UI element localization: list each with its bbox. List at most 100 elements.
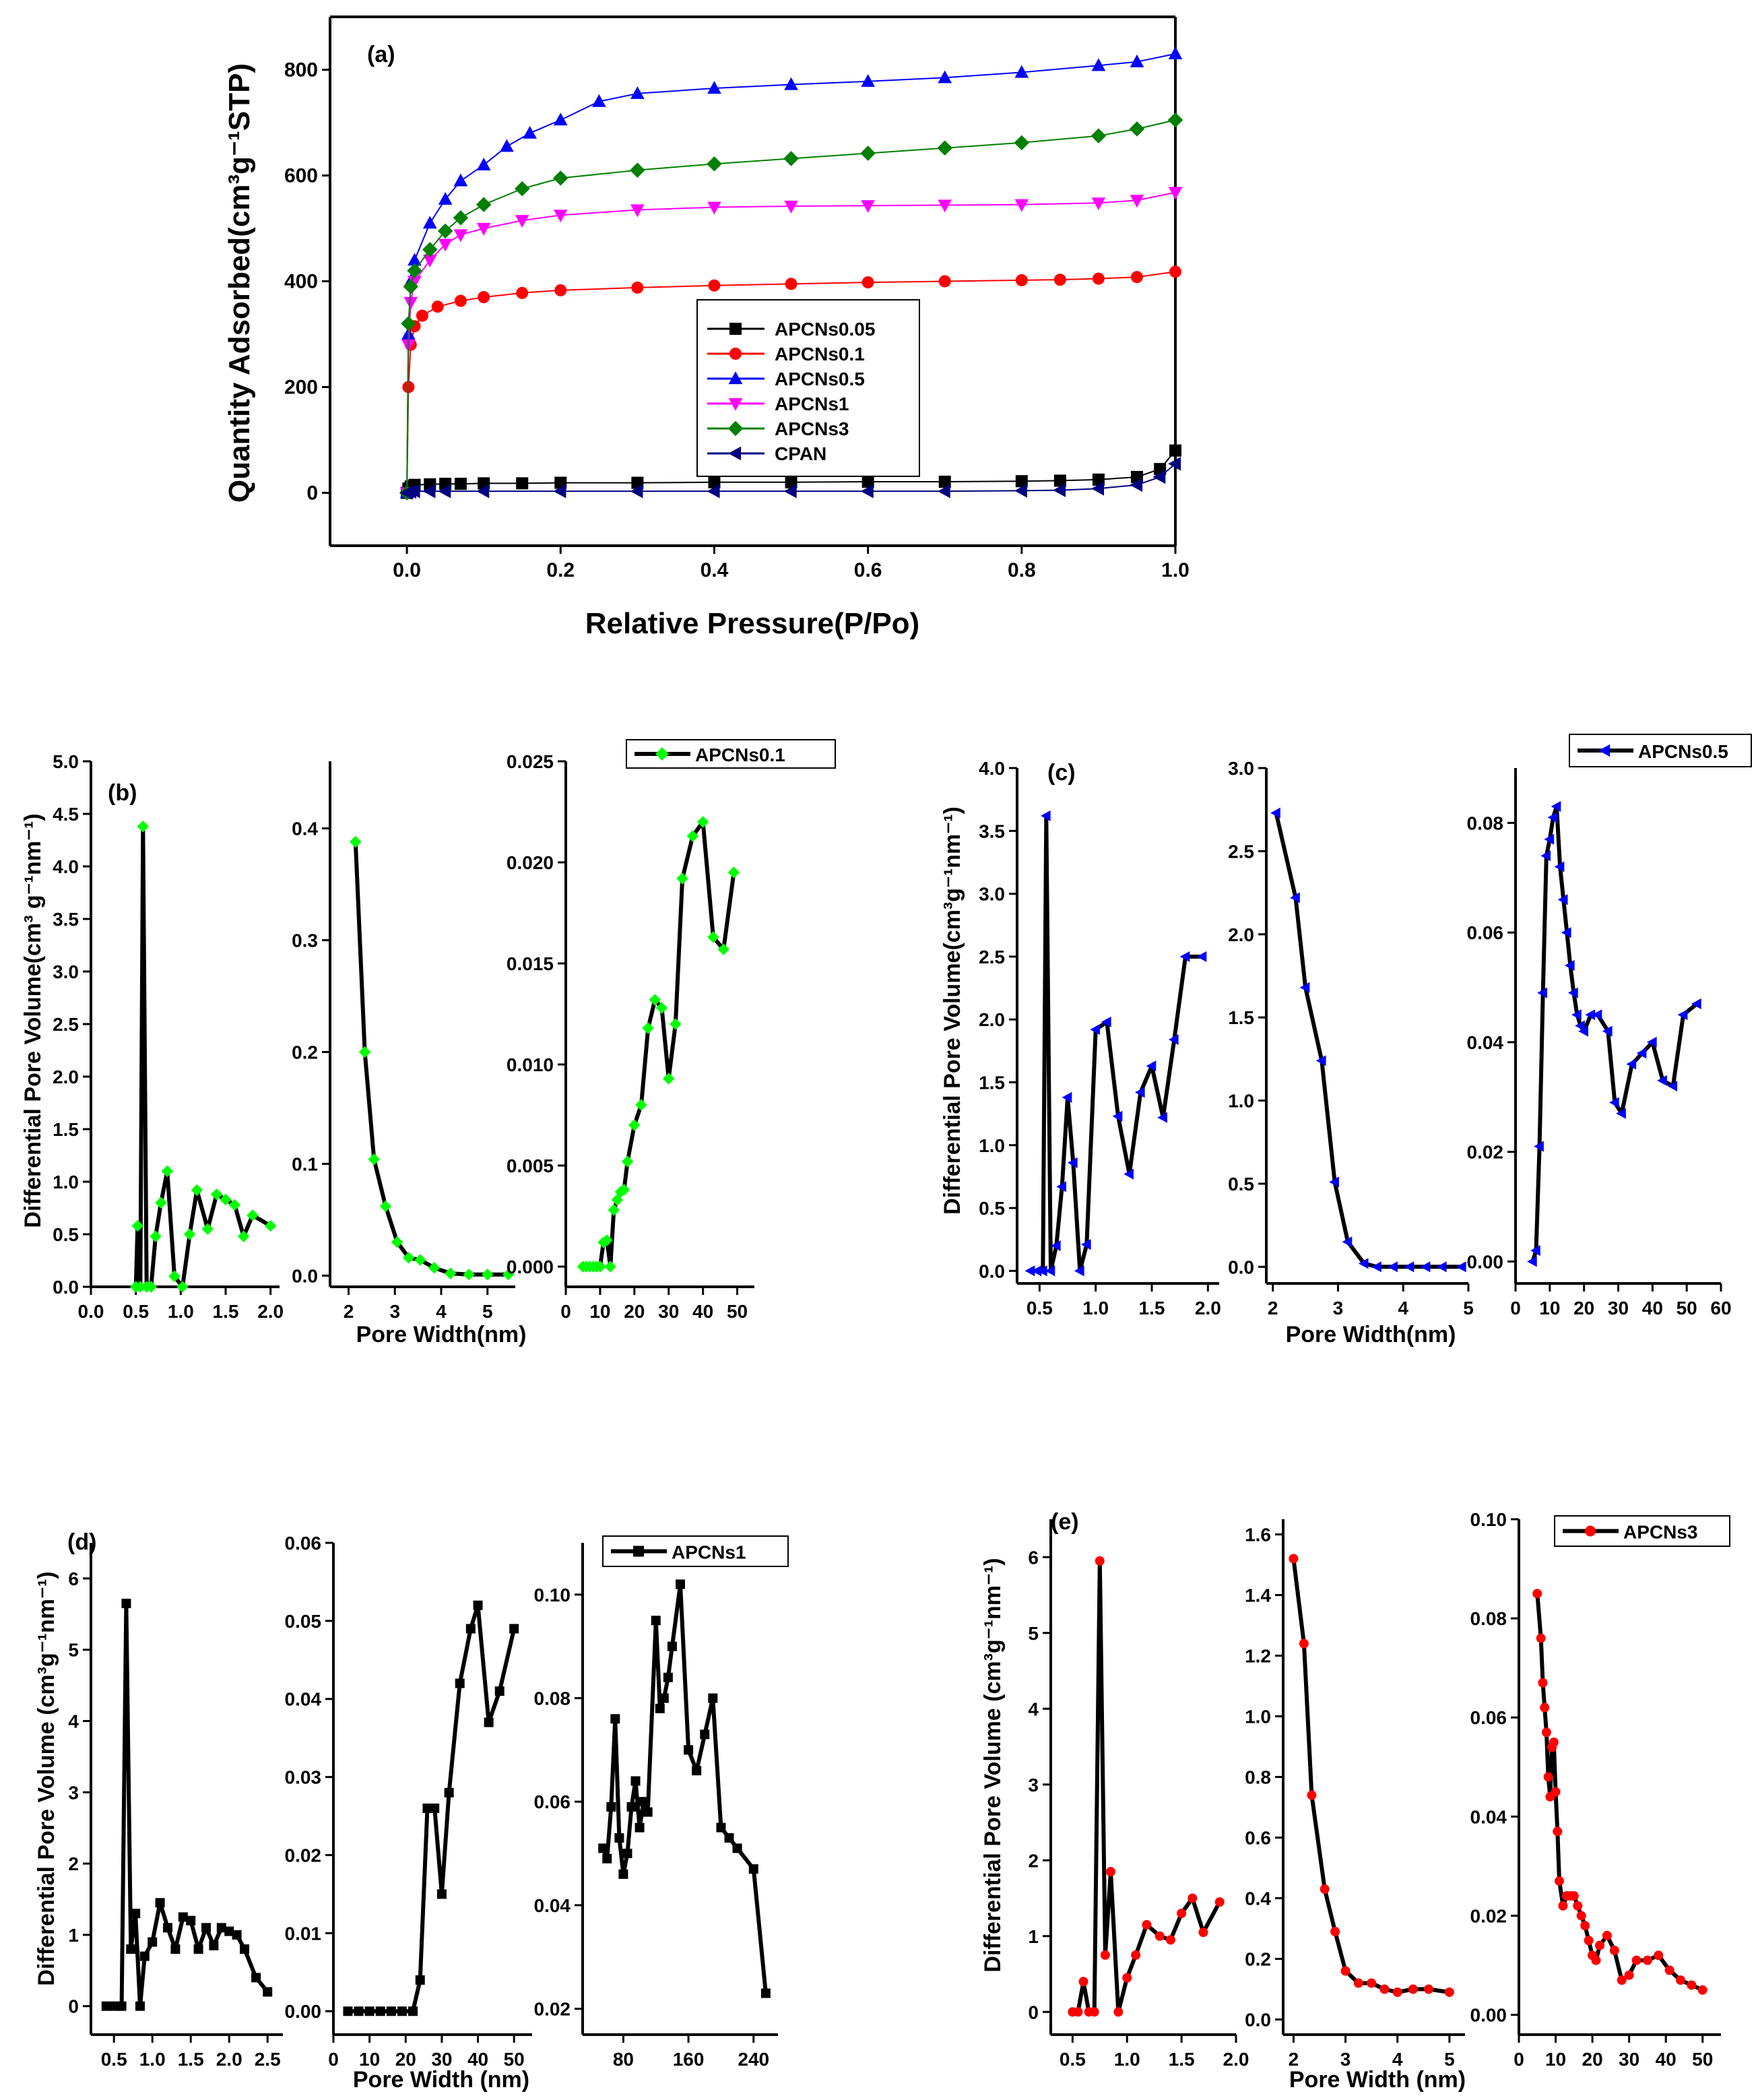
legend-swatch-marker: [728, 446, 742, 461]
panel-a-series-APCNs3-point: [476, 197, 492, 212]
panel-d-sub1-y-tick-label: 5: [68, 1640, 79, 1661]
panel-e-sub3-y-tick-label: 0.00: [1470, 2005, 1507, 2026]
panel-d-subplot-2: 0 10 20 30 40 50 0.00 0.01 0.02 0.03 0.04 0.05 0.06: [285, 1533, 532, 2070]
panel-d-sub2-series-point: [455, 1678, 465, 1688]
panel-c-sub3-y-tick-label: 0.08: [1467, 813, 1504, 833]
panel-d-sub2-series-point: [436, 1889, 447, 1899]
panel-b-sub1-series-point: [220, 1193, 232, 1206]
panel-a-series-CPAN-point: [937, 484, 950, 499]
panel-a-series-APCNs3-point: [1091, 128, 1107, 144]
panel-a-series-APCNs3-point: [630, 162, 645, 178]
panel-c-sub3-y-tick-label: 0.00: [1467, 1251, 1504, 1272]
panel-a-series-CPAN-point: [1091, 481, 1105, 496]
panel-a-series-APCNs0.05-point: [938, 476, 951, 488]
panel-b-sub3-y-tick-label: 0.010: [507, 1054, 554, 1075]
panel-e-sub2-series-point: [1367, 1978, 1377, 1988]
panel-a-series-APCNs0.5-point: [1091, 58, 1106, 71]
panel-a-series-APCNs0.1-point: [431, 300, 444, 313]
panel-e-sub3-series-point: [1536, 1633, 1546, 1643]
panel-c-label: (c): [1047, 760, 1076, 786]
panel-b-sub2-series-point: [414, 1254, 426, 1266]
panel-d-sub1-series-point: [139, 1951, 150, 1961]
panel-a-y-tick-label: 200: [284, 377, 318, 399]
panel-d-sub1-x-tick-label: 1.0: [139, 2049, 166, 2070]
panel-e-sub1-series-point: [1177, 1909, 1187, 1918]
panel-b-sub1-y-tick-label: 2.5: [53, 1014, 79, 1035]
panel-e-sub2-series-point: [1353, 1978, 1363, 1988]
panel-c-sub3-x-tick-label: 10: [1539, 1298, 1560, 1318]
panel-e-sub3-series-line: [1535, 1593, 1703, 1992]
legend-entry: CPAN: [775, 443, 826, 464]
panel-a-x-tick-label: 0.6: [854, 559, 882, 581]
panel-a-series-APCNs0.5-point: [1130, 54, 1144, 67]
panel-d-sub3-series-point: [724, 1833, 734, 1843]
panel-a-series-CPAN-point: [422, 484, 436, 499]
panel-c-sub3-x-tick-label: 30: [1608, 1298, 1629, 1318]
panel-d-y-axis-title: Differential Pore Volume (cm³g⁻¹nm⁻¹): [34, 1571, 59, 1985]
panel-d-sub3-y-tick-label: 0.02: [534, 1999, 571, 2020]
panel-c-sub3-series-point: [1657, 1075, 1667, 1086]
panel-b-sub3-y-tick-label: 0.015: [507, 953, 554, 974]
panel-c-sub3-series-point: [1667, 1080, 1678, 1092]
panel-b-sub3-x-tick-label: 50: [727, 1301, 748, 1322]
panel-c-sub3-series-point: [1551, 800, 1561, 813]
panel-e-sub1-series-point: [1095, 1556, 1105, 1566]
panel-e-sub1-series-point: [1165, 1935, 1175, 1945]
panel-c-sub1-y-tick-label: 0.0: [979, 1261, 1005, 1281]
panel-b-sub3-series-point: [628, 1119, 641, 1131]
panel-a-series-APCNs0.5-point: [553, 113, 568, 126]
panel-a-series-APCNs0.5-point: [707, 81, 721, 94]
panel-c-sub2-y-tick-label: 2.0: [1228, 924, 1254, 945]
panel-d-sub1-series-point: [126, 1944, 136, 1954]
panel-b-sub2-series-point: [482, 1268, 494, 1281]
panel-e-sub2-series-point: [1330, 1927, 1340, 1936]
panel-d-sub2-x-tick-label: 0: [328, 2049, 339, 2070]
panel-e-sub1-series-line: [1072, 1558, 1222, 2014]
panel-e-sub2-y-tick-label: 0.4: [1245, 1888, 1271, 1909]
panel-b-sub1-series-point: [176, 1281, 189, 1293]
panel-d-sub2-series-point: [408, 2006, 418, 2016]
panel-e-sub2-x-tick-label: 2: [1289, 2049, 1299, 2070]
panel-b-sub1-y-tick-label: 5.0: [53, 751, 79, 772]
panel-b-sub1-series-point: [134, 1281, 147, 1293]
panel-d-sub1-series-point: [121, 1598, 131, 1608]
panel-e-subplot-1: 0.5 1.0 1.5 2.0 0 1 2 3 4 5 6: [1028, 1519, 1249, 2070]
panel-e-sub2-series-point: [1307, 1790, 1317, 1800]
panel-e-sub1-x-tick-label: 1.5: [1169, 2049, 1195, 2070]
panel-a-legend: APCNs0.05 APCNs0.1 APCNs0.5 APCNs1 APCNs3 CPA…: [696, 299, 920, 477]
panel-e-sub3-series-point: [1538, 1678, 1548, 1688]
panel-c: (c) Differential Pore Volume(cm³g⁻¹nm⁻¹) P…: [940, 734, 1752, 1347]
panel-c-sub3-series-point: [1646, 1036, 1657, 1048]
legend-entry: APCNs1: [775, 393, 849, 414]
panel-d-sub1-series-point: [163, 1923, 172, 1933]
panel-b-sub1-y-tick-label: 4.5: [53, 804, 79, 825]
panel-a-series-APCNs1-point: [453, 229, 468, 243]
panel-e-sub1-series-point: [1198, 1928, 1208, 1938]
panel-a-series-APCNs0.5-point: [438, 192, 453, 205]
panel-a-series-APCNs3-point: [514, 181, 530, 197]
panel-b-sub2-y-tick-label: 0.1: [292, 1153, 318, 1174]
panel-d-sub3-series-point: [716, 1822, 726, 1833]
panel-d-sub1-series-point: [117, 2001, 127, 2011]
panel-a-series-APCNs1-point: [861, 200, 875, 214]
panel-e-sub1-y-tick-label: 1: [1028, 1926, 1039, 1947]
panel-d-sub3-series-point: [708, 1693, 718, 1703]
panel-c-sub3-x-tick-label: 60: [1710, 1298, 1731, 1318]
panel-d-sub3-series-point: [630, 1776, 641, 1786]
panel-a-series-APCNs0.1-point: [938, 275, 951, 288]
panel-e-sub1-series-point: [1188, 1893, 1198, 1903]
panel-a-series-APCNs3-point: [407, 263, 422, 279]
panel-d-sub3-series-point: [622, 1849, 632, 1859]
panel-a-series-APCNs0.1-point: [478, 291, 490, 304]
panel-a-x-axis-title: Relative Pressure(P/Po): [585, 607, 919, 640]
panel-e-sub3-series-point: [1555, 1876, 1564, 1886]
panel-c-sub1-y-tick-label: 2.5: [979, 947, 1005, 967]
panel-a-series-APCNs0.5-point: [453, 173, 468, 187]
panel-b-sub1-series-point: [150, 1230, 162, 1242]
panel-e-sub2-series-point: [1289, 1554, 1299, 1564]
panel-a-series-APCNs0.5-point: [861, 73, 875, 87]
panel-a-series-APCNs0.05-point: [1169, 444, 1181, 457]
panel-b-sub3-series-point: [608, 1204, 620, 1216]
panel-d-sub3-series-point: [700, 1729, 710, 1740]
panel-e-sub1-series-point: [1078, 1977, 1088, 1987]
